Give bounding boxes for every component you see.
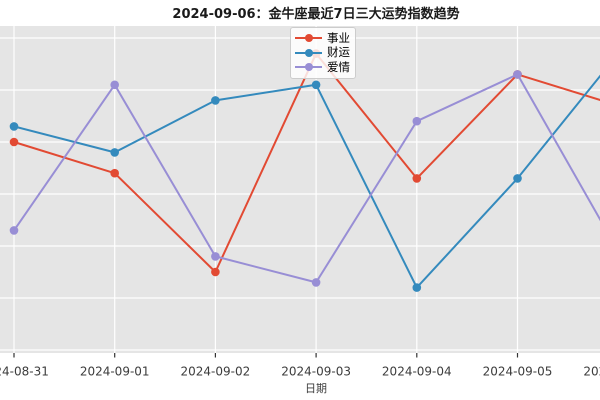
data-point-series-0 bbox=[412, 174, 422, 183]
data-point-series-1 bbox=[9, 122, 19, 131]
legend-item-love: 爱情 bbox=[295, 60, 350, 75]
wealth-line-marker-icon bbox=[295, 48, 322, 58]
x-tick-label: 2024-08-31 bbox=[0, 365, 49, 379]
x-axis-label: 日期 bbox=[305, 382, 327, 395]
data-point-series-0 bbox=[110, 168, 119, 178]
data-point-series-2 bbox=[311, 278, 321, 287]
x-tick-label: 2024-09-06 bbox=[583, 365, 600, 379]
data-point-series-0 bbox=[211, 267, 220, 277]
data-point-series-0 bbox=[9, 137, 19, 147]
data-point-series-1 bbox=[412, 283, 422, 292]
x-tick-label: 2024-09-02 bbox=[181, 365, 251, 379]
legend: 事业 财运 爱情 bbox=[290, 27, 356, 79]
legend-item-career: 事业 bbox=[295, 31, 350, 46]
data-point-series-2 bbox=[211, 252, 220, 261]
data-point-series-2 bbox=[412, 116, 422, 126]
legend-label-career: 事业 bbox=[327, 30, 350, 45]
x-tick-label: 2024-09-04 bbox=[382, 365, 452, 379]
chart-title: 2024-09-06：金牛座最近7日三大运势指数趋势 bbox=[172, 7, 460, 22]
data-point-series-2 bbox=[513, 70, 522, 79]
love-line-marker-icon bbox=[295, 62, 322, 72]
data-point-series-1 bbox=[311, 80, 321, 90]
data-point-series-1 bbox=[513, 174, 522, 183]
x-tick-label: 2024-09-03 bbox=[281, 365, 351, 379]
data-point-series-2 bbox=[9, 226, 19, 235]
data-point-series-1 bbox=[211, 96, 220, 105]
data-point-series-1 bbox=[110, 148, 119, 157]
legend-item-wealth: 财运 bbox=[295, 46, 350, 61]
x-tick-label: 2024-09-01 bbox=[80, 365, 150, 379]
legend-label-wealth: 财运 bbox=[327, 45, 350, 59]
legend-label-love: 爱情 bbox=[327, 59, 350, 74]
x-tick-label: 2024-09-05 bbox=[483, 365, 553, 379]
data-point-series-2 bbox=[110, 80, 119, 90]
career-line-marker-icon bbox=[295, 33, 322, 43]
